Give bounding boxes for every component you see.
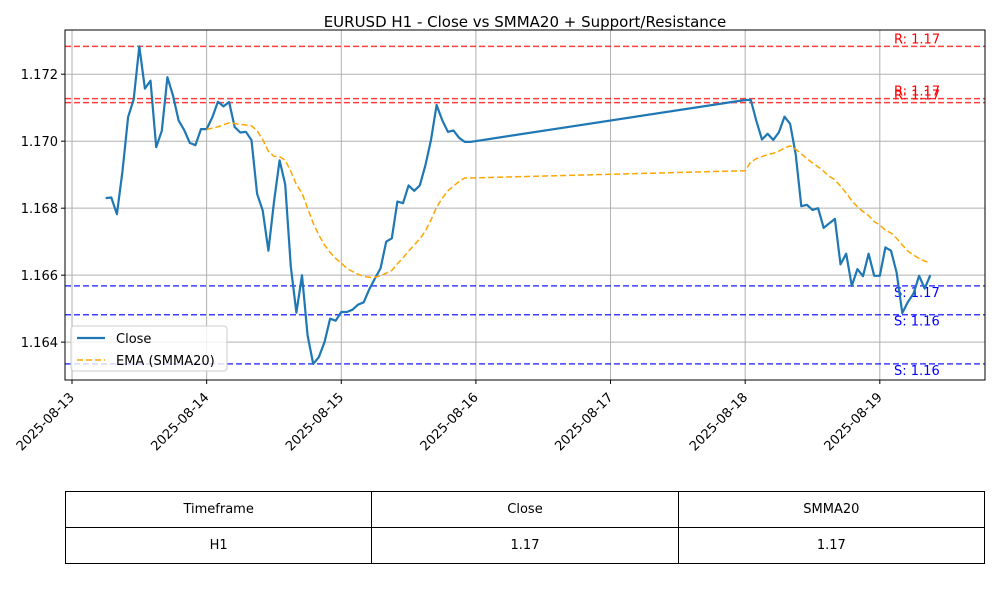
y-tick-label: 1.168	[21, 202, 58, 217]
x-tick-label: 2025-08-17	[552, 390, 616, 454]
summary-table: Timeframe Close SMMA20 H1 1.17 1.17	[64, 491, 986, 564]
x-tick-label: 2025-08-13	[14, 390, 78, 454]
series-layer	[105, 45, 932, 365]
x-tick-label: 2025-08-16	[418, 390, 482, 454]
support-resistance-levels: R: 1.17R: 1.17R: 1.17S: 1.17S: 1.16S: 1.…	[65, 32, 985, 379]
x-tick-label: 2025-08-15	[283, 390, 347, 454]
legend-label: EMA (SMMA20)	[116, 354, 215, 369]
table-cell: 1.17	[677, 527, 986, 564]
legend-label: Close	[116, 332, 151, 347]
table-header-row: Timeframe Close SMMA20	[64, 491, 986, 528]
close-line	[105, 45, 932, 365]
y-tick-label: 1.164	[21, 336, 58, 351]
plot-area	[65, 30, 985, 380]
plot-frame	[64, 29, 986, 381]
table-header-cell: Timeframe	[64, 491, 373, 528]
support-label: S: 1.17	[894, 286, 940, 301]
x-tick-label: 2025-08-19	[822, 390, 886, 454]
table-header-cell: Close	[371, 491, 679, 528]
resistance-label: R: 1.17	[894, 89, 940, 104]
support-label: S: 1.16	[894, 364, 940, 379]
table-cell: 1.17	[371, 527, 679, 564]
table-row: H1 1.17 1.17	[64, 527, 986, 564]
legend: Close EMA (SMMA20)	[70, 325, 228, 372]
resistance-label: R: 1.17	[894, 32, 940, 47]
x-tick-label: 2025-08-14	[148, 390, 212, 454]
chart: R: 1.17R: 1.17R: 1.17S: 1.17S: 1.16S: 1.…	[14, 13, 986, 454]
support-label: S: 1.16	[894, 315, 940, 330]
x-tick-label: 2025-08-18	[687, 390, 751, 454]
chart-title: EURUSD H1 - Close vs SMMA20 + Support/Re…	[324, 13, 727, 31]
table-header-cell: SMMA20	[677, 491, 986, 528]
legend-box	[70, 325, 228, 372]
ema-line	[206, 122, 931, 278]
y-tick-label: 1.166	[21, 269, 58, 284]
table-cell: H1	[64, 527, 373, 564]
resistance-label: R: 1.17	[894, 85, 940, 100]
y-tick-label: 1.172	[21, 68, 58, 83]
y-tick-label: 1.170	[21, 135, 58, 150]
